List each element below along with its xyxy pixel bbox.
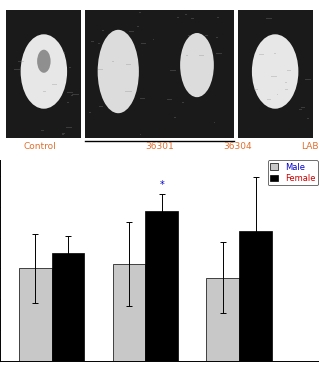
- Bar: [52, 253, 85, 361]
- Text: 2: 2: [156, 171, 163, 181]
- Bar: [298, 63, 303, 64]
- Bar: [217, 110, 223, 111]
- Ellipse shape: [252, 34, 298, 109]
- Bar: [19, 269, 52, 361]
- Bar: [184, 127, 187, 128]
- Bar: [113, 264, 145, 361]
- Bar: [117, 75, 121, 76]
- Bar: [125, 88, 128, 89]
- Bar: [271, 122, 275, 123]
- Bar: [208, 45, 211, 46]
- Bar: [63, 100, 66, 101]
- Ellipse shape: [21, 34, 67, 109]
- Bar: [121, 118, 124, 119]
- Bar: [105, 26, 110, 27]
- Ellipse shape: [37, 50, 51, 73]
- Text: *: *: [160, 180, 164, 191]
- Bar: [52, 88, 56, 89]
- Bar: [122, 106, 126, 107]
- Bar: [155, 61, 161, 62]
- Bar: [160, 10, 234, 138]
- Bar: [243, 91, 248, 92]
- Bar: [304, 89, 310, 90]
- Bar: [175, 94, 178, 95]
- Text: LAB: LAB: [301, 142, 318, 151]
- Bar: [13, 67, 19, 68]
- Text: 36301: 36301: [145, 142, 174, 151]
- Bar: [96, 29, 101, 30]
- Bar: [6, 10, 81, 138]
- Bar: [216, 30, 220, 31]
- Bar: [74, 80, 77, 81]
- Bar: [206, 278, 239, 361]
- Bar: [239, 231, 272, 361]
- Bar: [89, 31, 92, 32]
- Bar: [24, 16, 27, 17]
- Text: 36304: 36304: [223, 142, 252, 151]
- Bar: [128, 56, 134, 57]
- Bar: [305, 51, 310, 52]
- Bar: [268, 90, 272, 91]
- Text: 1: 1: [37, 171, 43, 181]
- Bar: [145, 211, 178, 361]
- Bar: [188, 95, 193, 96]
- Bar: [85, 10, 160, 138]
- Bar: [304, 56, 308, 57]
- Ellipse shape: [98, 30, 139, 113]
- Bar: [52, 56, 56, 57]
- Bar: [228, 40, 234, 41]
- Bar: [221, 135, 226, 136]
- Bar: [231, 27, 236, 28]
- Bar: [172, 112, 177, 113]
- Bar: [176, 16, 181, 17]
- Bar: [45, 113, 47, 114]
- Bar: [25, 116, 27, 117]
- Bar: [289, 99, 293, 100]
- Bar: [238, 10, 313, 138]
- Bar: [252, 98, 256, 99]
- Bar: [23, 72, 28, 73]
- Bar: [250, 132, 254, 133]
- Ellipse shape: [180, 33, 214, 97]
- Text: 3: 3: [234, 171, 241, 181]
- Bar: [75, 80, 81, 81]
- Text: Control: Control: [24, 142, 56, 151]
- Bar: [38, 45, 43, 46]
- Bar: [24, 39, 29, 40]
- Bar: [108, 43, 112, 44]
- Legend: Male, Female: Male, Female: [268, 160, 318, 185]
- Bar: [148, 43, 153, 44]
